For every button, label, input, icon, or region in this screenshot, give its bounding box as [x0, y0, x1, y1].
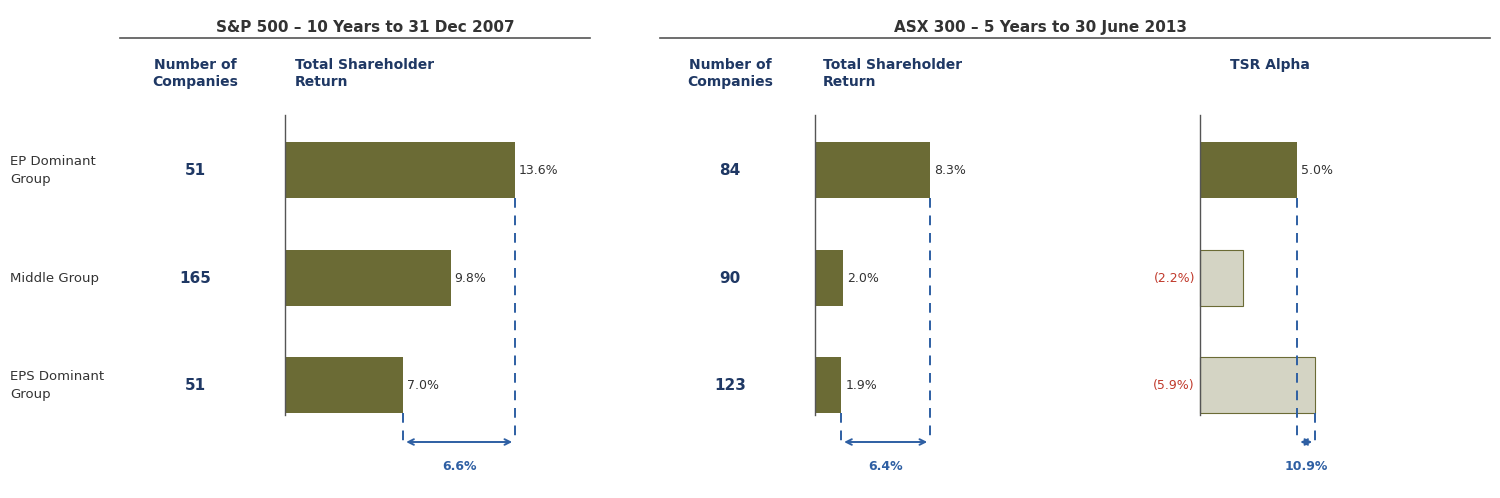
Text: 165: 165	[178, 270, 212, 285]
Bar	[285, 250, 450, 306]
Text: 8.3%: 8.3%	[934, 163, 966, 176]
Text: 9.8%: 9.8%	[454, 271, 486, 284]
Text: 51: 51	[184, 162, 206, 177]
Bar	[285, 142, 514, 198]
Bar	[1200, 250, 1243, 306]
Text: 90: 90	[720, 270, 741, 285]
Text: Return: Return	[824, 75, 876, 89]
Bar	[815, 142, 930, 198]
Bar	[1200, 142, 1298, 198]
Text: EPS Dominant
Group: EPS Dominant Group	[10, 370, 104, 400]
Bar	[815, 357, 842, 413]
Text: Number of: Number of	[153, 58, 237, 72]
Text: Total Shareholder: Total Shareholder	[824, 58, 962, 72]
Text: (2.2%): (2.2%)	[1154, 271, 1196, 284]
Text: 7.0%: 7.0%	[408, 378, 440, 391]
Bar	[815, 250, 843, 306]
Text: S&P 500 – 10 Years to 31 Dec 2007: S&P 500 – 10 Years to 31 Dec 2007	[216, 20, 514, 35]
Text: Total Shareholder: Total Shareholder	[296, 58, 433, 72]
Bar	[285, 357, 404, 413]
Text: 123: 123	[714, 377, 746, 392]
Text: (5.9%): (5.9%)	[1154, 378, 1196, 391]
Text: 6.4%: 6.4%	[868, 460, 903, 473]
Text: Companies: Companies	[687, 75, 772, 89]
Text: 1.9%: 1.9%	[846, 378, 877, 391]
Text: TSR Alpha: TSR Alpha	[1230, 58, 1310, 72]
Text: Companies: Companies	[152, 75, 238, 89]
Text: Return: Return	[296, 75, 348, 89]
Text: 84: 84	[720, 162, 741, 177]
Text: 5.0%: 5.0%	[1302, 163, 1334, 176]
Text: EP Dominant
Group: EP Dominant Group	[10, 154, 96, 185]
Text: ASX 300 – 5 Years to 30 June 2013: ASX 300 – 5 Years to 30 June 2013	[894, 20, 1186, 35]
Bar	[1200, 357, 1316, 413]
Text: 10.9%: 10.9%	[1284, 460, 1328, 473]
Text: Number of: Number of	[688, 58, 771, 72]
Text: 51: 51	[184, 377, 206, 392]
Text: 13.6%: 13.6%	[519, 163, 558, 176]
Text: 2.0%: 2.0%	[846, 271, 879, 284]
Text: 6.6%: 6.6%	[442, 460, 477, 473]
Text: Middle Group: Middle Group	[10, 271, 99, 284]
